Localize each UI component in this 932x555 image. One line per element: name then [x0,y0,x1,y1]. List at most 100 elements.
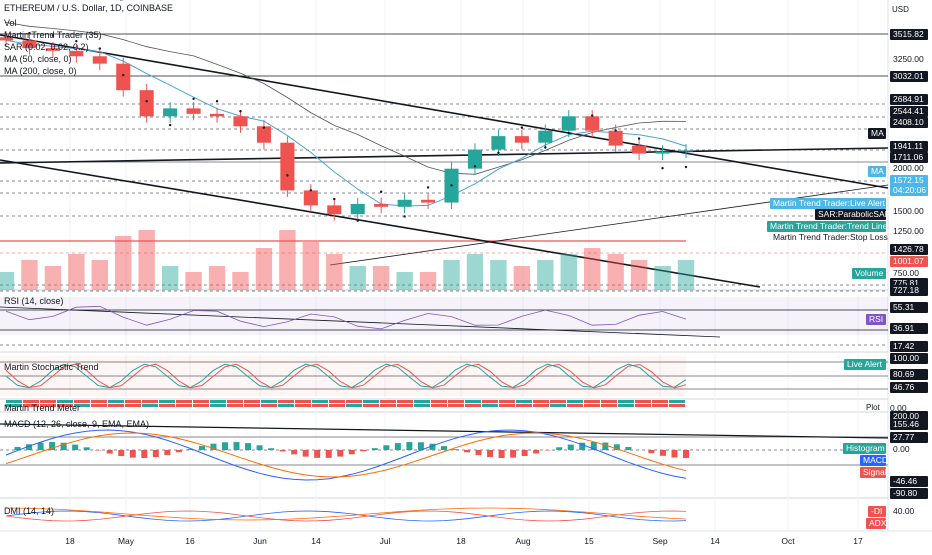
trend-meter-cell [414,404,430,407]
trend-meter-cell [465,404,481,407]
dmi-level-label: 40.00 [893,506,915,516]
sar-dot [286,174,288,176]
trend-meter-cell [244,400,260,403]
sar-dot [263,126,265,128]
volume-bar [490,260,506,290]
macd-histogram-bar [510,450,516,458]
trend-meter-cell [669,400,685,403]
volume-bar [514,266,530,290]
trend-meter-cell [533,404,549,407]
time-axis-label: 18 [456,536,466,546]
trend-meter-cell [261,400,277,403]
stoch-live-alert-tag: Live Alert [847,359,883,369]
volume-bar [537,260,553,290]
trend-meter-cell [618,400,634,403]
sar-dot [544,146,546,148]
trend-meter-cell [567,404,583,407]
price-tick-label: 1500.00 [893,206,924,216]
volume-bar [678,260,694,290]
sar-dot [239,110,241,112]
price-level-tag: 3515.82 [893,29,924,39]
trend-meter-cell [397,404,413,407]
stoch-title[interactable]: Martin Stochastic Trend [4,362,99,372]
volume-bar [467,254,483,290]
macd-histogram-bar [164,450,170,455]
macd-histogram-bar [280,450,286,451]
trend-meter-cell [176,400,192,403]
dmi-title[interactable]: DMI (14, 14) [4,506,54,516]
volume-bar [115,236,131,290]
indicator-sar[interactable]: SAR (0.02, 0.02, 0.2) [4,42,89,52]
trend-meter-cell [227,400,243,403]
trend-meter-cell [91,404,107,407]
trend-meter-cell [159,404,175,407]
macd-tag: MACD [863,455,888,465]
price-level-tag: 04:20:06 [893,185,926,195]
macd-histogram-bar [118,450,124,456]
stoch-level-tag: 80.69 [893,369,915,379]
macd-histogram-bar [533,450,539,453]
time-axis-label: Oct [781,536,795,546]
trend-meter-cell [448,404,464,407]
trend-meter-cell [550,400,566,403]
macd-histogram-bar [522,450,528,456]
rsi-title[interactable]: RSI (14, close) [4,296,64,306]
macd-histogram-bar [383,445,389,450]
rsi-tag: RSI [869,314,883,324]
trend-meter-cell [499,404,515,407]
indicator-martin-trend-trader[interactable]: Martin Trend Trader (35) [4,30,102,40]
macd-histogram-bar [395,443,401,450]
volume-bar [209,266,225,290]
volume-bar [654,266,670,290]
macd-level-tag: -90.80 [893,488,917,498]
sar-dot [145,100,147,102]
indicator-vol[interactable]: Vol [4,18,17,28]
macd-level-tag: -46.46 [893,476,917,486]
rsi-level-tag: 55.31 [893,302,915,312]
sar-dot [685,166,687,168]
trend-meter-cell [482,400,498,403]
trend-meter-cell [499,400,515,403]
macd-histogram-bar [660,450,666,456]
macd-histogram-bar [360,450,366,451]
time-axis-label: 16 [185,536,195,546]
trend-meter-plot-tag: Plot [866,403,881,412]
stoch-level-tag: 100.00 [893,353,919,363]
trend-meter-title[interactable]: Martin Trend Meter [4,403,80,413]
candle-body [210,114,224,116]
volume-bar [420,272,436,290]
price-tick-label: 3250.00 [893,54,924,64]
macd-histogram-bar [487,450,493,457]
volume-tag: Volume [855,268,884,278]
sar-dot [614,129,616,131]
trend-meter-cell [125,404,141,407]
price-level-tag: 1426.78 [893,244,924,254]
trend-meter-cell [91,400,107,403]
trend-meter-cell [380,400,396,403]
candle-body [632,146,646,154]
sar-dot [661,167,663,169]
indicator-ma50[interactable]: MA (50, close, 0) [4,54,72,64]
macd-histogram-bar [234,442,240,450]
time-axis-label: Jun [253,536,267,546]
price-tick-label: 1250.00 [893,226,924,236]
histogram-tag: Histogram [846,443,885,453]
trend-meter-cell [329,400,345,403]
sar-dot [427,186,429,188]
macd-histogram-bar [72,445,78,450]
macd-histogram-bar [141,450,147,458]
macd-title[interactable]: MACD (12, 26, close, 9, EMA, EMA) [4,419,149,429]
macd-histogram-bar [245,443,251,450]
sar-dot [99,47,101,49]
sar-dot [357,219,359,221]
rsi-level-tag: 36.91 [893,323,915,333]
macd-histogram-bar [568,445,574,450]
indicator-ma200[interactable]: MA (200, close, 0) [4,66,77,76]
trend-meter-cell [414,400,430,403]
volume-bar [373,266,389,290]
candle-body [163,108,177,116]
macd-level-tag: 155.46 [893,419,919,429]
trend-meter-cell [193,400,209,403]
